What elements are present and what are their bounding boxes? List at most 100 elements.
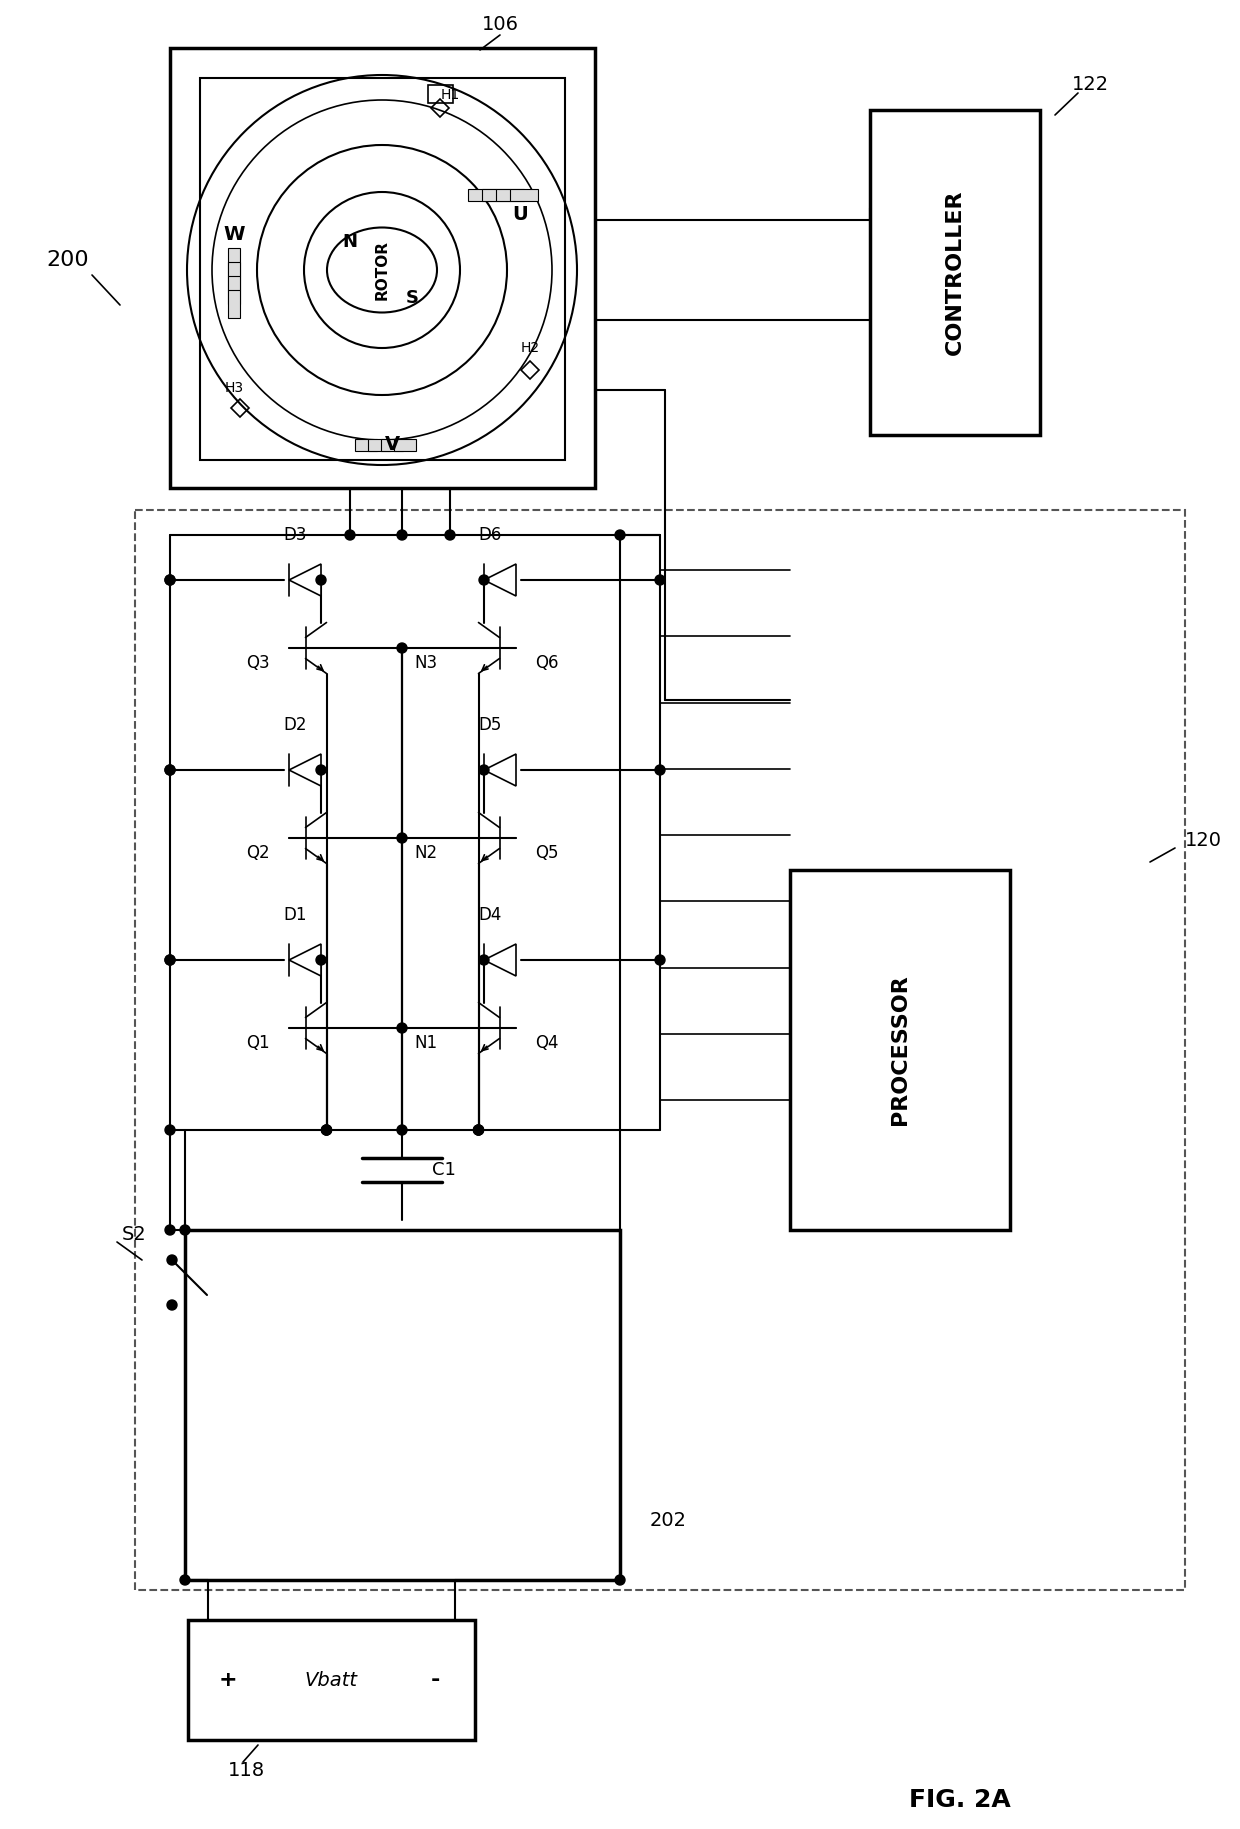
- Bar: [135, 510, 1185, 1589]
- Polygon shape: [510, 188, 538, 201]
- Polygon shape: [484, 754, 516, 786]
- Circle shape: [474, 1125, 484, 1136]
- Circle shape: [165, 955, 175, 966]
- Polygon shape: [381, 439, 403, 452]
- Text: C1: C1: [432, 1161, 456, 1180]
- Circle shape: [165, 574, 175, 585]
- Polygon shape: [228, 249, 241, 276]
- Bar: [428, 84, 453, 102]
- Polygon shape: [289, 563, 321, 596]
- Polygon shape: [394, 439, 415, 452]
- Bar: [185, 1229, 620, 1580]
- Polygon shape: [496, 188, 525, 201]
- Text: S2: S2: [122, 1225, 146, 1244]
- Circle shape: [321, 1125, 331, 1136]
- Circle shape: [180, 1225, 190, 1235]
- Text: 118: 118: [228, 1761, 265, 1780]
- Text: H3: H3: [224, 380, 243, 395]
- Text: U: U: [512, 205, 528, 225]
- Circle shape: [479, 955, 489, 966]
- Polygon shape: [484, 563, 516, 596]
- Circle shape: [474, 1125, 484, 1136]
- Circle shape: [316, 765, 326, 775]
- Text: FIG. 2A: FIG. 2A: [909, 1789, 1011, 1813]
- Text: D3: D3: [283, 527, 306, 543]
- Polygon shape: [368, 439, 391, 452]
- Text: D5: D5: [479, 715, 502, 733]
- Circle shape: [655, 955, 665, 966]
- Circle shape: [180, 1575, 190, 1586]
- Polygon shape: [484, 944, 516, 977]
- Circle shape: [316, 955, 326, 966]
- Polygon shape: [228, 276, 241, 304]
- Text: 202: 202: [650, 1511, 687, 1529]
- Bar: [790, 871, 1011, 1229]
- Text: -: -: [430, 1670, 440, 1690]
- Circle shape: [615, 1575, 625, 1586]
- Polygon shape: [355, 439, 377, 452]
- Circle shape: [167, 1300, 177, 1310]
- Circle shape: [321, 1125, 331, 1136]
- Text: D1: D1: [283, 905, 306, 924]
- Bar: [188, 1620, 475, 1739]
- Text: 200: 200: [47, 251, 89, 271]
- Text: N1: N1: [414, 1033, 438, 1052]
- Text: Q6: Q6: [534, 655, 558, 671]
- Text: CONTROLLER: CONTROLLER: [945, 190, 965, 355]
- Circle shape: [165, 765, 175, 775]
- Text: H2: H2: [521, 340, 539, 355]
- Circle shape: [165, 1225, 175, 1235]
- Polygon shape: [228, 262, 241, 291]
- Bar: [200, 79, 565, 461]
- Circle shape: [445, 530, 455, 540]
- Text: Q4: Q4: [534, 1033, 558, 1052]
- Polygon shape: [467, 188, 496, 201]
- Circle shape: [479, 574, 489, 585]
- Polygon shape: [289, 754, 321, 786]
- Text: 106: 106: [481, 15, 518, 35]
- Text: Q1: Q1: [247, 1033, 270, 1052]
- Circle shape: [165, 574, 175, 585]
- Circle shape: [397, 832, 407, 843]
- Bar: [870, 110, 1040, 435]
- Polygon shape: [482, 188, 510, 201]
- Circle shape: [167, 1255, 177, 1266]
- Circle shape: [397, 1022, 407, 1033]
- Text: Q2: Q2: [247, 843, 270, 861]
- Polygon shape: [289, 944, 321, 977]
- Circle shape: [479, 765, 489, 775]
- Text: N2: N2: [414, 843, 438, 861]
- Text: W: W: [223, 225, 244, 245]
- Text: N3: N3: [414, 655, 438, 671]
- Text: H1: H1: [440, 88, 460, 102]
- Text: Q3: Q3: [247, 655, 270, 671]
- Circle shape: [345, 530, 355, 540]
- Circle shape: [655, 574, 665, 585]
- Text: Vbatt: Vbatt: [305, 1670, 357, 1690]
- Circle shape: [615, 530, 625, 540]
- Text: D4: D4: [479, 905, 502, 924]
- Circle shape: [316, 574, 326, 585]
- Circle shape: [165, 765, 175, 775]
- Circle shape: [397, 644, 407, 653]
- Text: +: +: [218, 1670, 237, 1690]
- Circle shape: [474, 1125, 484, 1136]
- Circle shape: [321, 1125, 331, 1136]
- Text: ROTOR: ROTOR: [374, 240, 389, 300]
- Text: 122: 122: [1071, 75, 1109, 95]
- Circle shape: [165, 955, 175, 966]
- Text: Q5: Q5: [534, 843, 558, 861]
- Text: D6: D6: [479, 527, 502, 543]
- Text: D2: D2: [283, 715, 306, 733]
- Text: PROCESSOR: PROCESSOR: [890, 975, 910, 1125]
- Polygon shape: [228, 291, 241, 318]
- Circle shape: [397, 1125, 407, 1136]
- Text: V: V: [384, 435, 399, 454]
- Circle shape: [655, 765, 665, 775]
- Text: 120: 120: [1185, 830, 1221, 849]
- Bar: [170, 48, 595, 488]
- Text: N: N: [342, 232, 357, 251]
- Text: S: S: [405, 289, 419, 307]
- Circle shape: [397, 530, 407, 540]
- Circle shape: [165, 1125, 175, 1136]
